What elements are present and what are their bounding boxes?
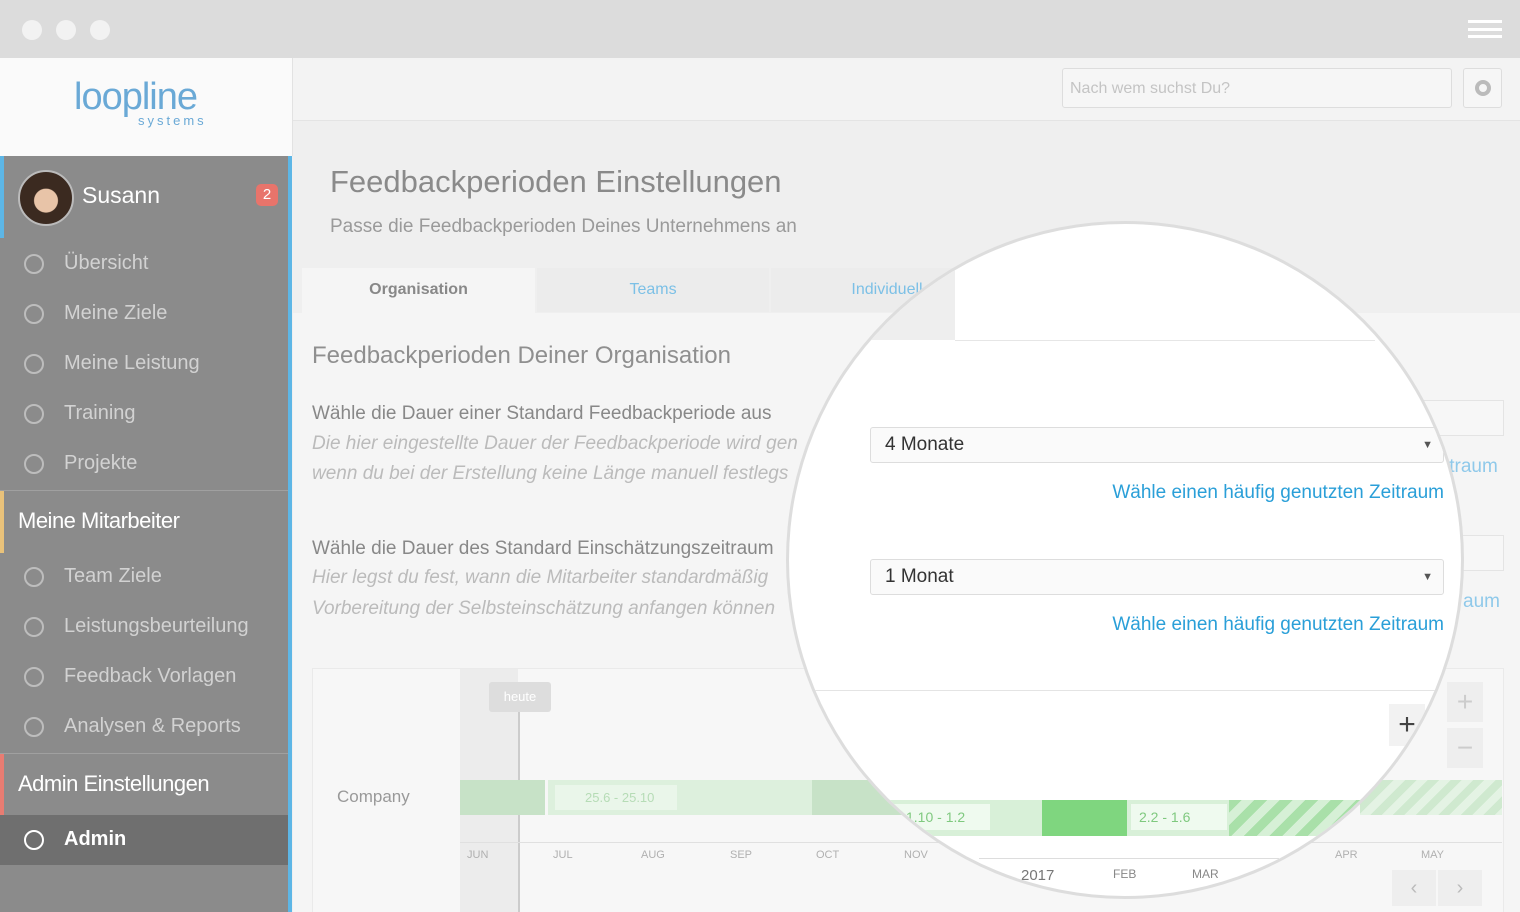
section-title: Feedbackperioden Deiner Organisation <box>312 342 731 369</box>
month-label: NOV <box>904 849 928 861</box>
month-label: AUG <box>641 849 665 861</box>
nav-icon <box>24 667 44 687</box>
nav-icon <box>24 254 44 274</box>
nav-item[interactable]: Meine Ziele <box>64 302 168 324</box>
period <box>1229 800 1461 836</box>
search-input[interactable]: Nach wem suchst Du? <box>1062 68 1452 108</box>
field-label: Wähle die Dauer des Standard Einschätzun… <box>312 538 774 559</box>
window-dot[interactable] <box>22 20 42 40</box>
field-description: Die hier eingestellte Dauer der Feedback… <box>312 433 798 454</box>
nav-item[interactable]: Training <box>64 402 136 424</box>
zoom-in[interactable]: + <box>1447 682 1483 722</box>
select-value: 1 Monat <box>885 566 954 587</box>
month-label: APR <box>1335 849 1358 861</box>
page-title: Feedbackperioden Einstellungen <box>330 164 782 199</box>
period-label: 1.10 - 1.2 <box>894 804 990 830</box>
window-dot[interactable] <box>56 20 76 40</box>
zoom-out[interactable]: − <box>1447 728 1483 768</box>
accent <box>0 491 4 553</box>
duration-select[interactable]: 1 Monat ▼ <box>870 559 1444 595</box>
nav-icon <box>24 717 44 737</box>
nav-icon <box>24 617 44 637</box>
period-label: 25.6 - 25.10 <box>555 785 677 810</box>
link[interactable]: Wähle einen häufig genutzten Zeitraum <box>1112 482 1444 503</box>
nav-item[interactable]: Admin <box>64 828 127 850</box>
tab[interactable]: Teams <box>537 268 769 312</box>
row-label: Company <box>337 787 410 806</box>
month-label: OCT <box>816 849 840 861</box>
duration-select[interactable]: 4 Monate ▼ <box>870 427 1444 463</box>
tab[interactable]: Organisation <box>302 268 535 314</box>
accent <box>0 754 4 815</box>
nav-item[interactable]: Analysen & Reports <box>64 715 241 737</box>
accent <box>0 156 4 238</box>
nav-icon <box>24 304 44 324</box>
field-label: Wähle die Dauer einer Standard Feedbackp… <box>312 403 772 424</box>
nav-icon <box>24 404 44 424</box>
menu-icon[interactable] <box>1468 20 1502 38</box>
today-label: heute <box>489 682 551 712</box>
tab-border <box>955 340 1375 341</box>
zoom-in[interactable]: + <box>1389 704 1425 746</box>
nav-icon <box>24 454 44 474</box>
window-dot[interactable] <box>90 20 110 40</box>
period-label: 2.2 - 1.6 <box>1131 804 1227 830</box>
nav-item[interactable]: Projekte <box>64 452 138 474</box>
user-name[interactable]: Susann <box>82 182 161 208</box>
nav-item[interactable]: Leistungsbeurteilung <box>64 615 249 637</box>
nav-icon <box>24 354 44 374</box>
period <box>1042 800 1127 836</box>
logo-tagline: systems <box>138 113 207 128</box>
nav-icon <box>24 567 44 587</box>
divider <box>789 690 1461 691</box>
logo[interactable]: loopline <box>74 76 198 118</box>
month-label: JUN <box>467 849 489 861</box>
axis <box>979 858 1279 859</box>
month-label: SEP <box>730 849 753 861</box>
field-description: Hier legst du fest, wann die Mitarbeiter… <box>312 567 769 588</box>
link-fragment[interactable]: aum <box>1463 591 1500 612</box>
nav-icon <box>24 830 44 850</box>
nav-item[interactable]: Meine Leistung <box>64 352 200 374</box>
page-subtitle: Passe die Feedbackperioden Deines Untern… <box>330 216 797 237</box>
avatar[interactable] <box>18 170 74 226</box>
month-label: MAY <box>1421 849 1445 861</box>
logo-area <box>0 58 293 156</box>
field-description: wenn du bei der Erstellung keine Länge m… <box>312 463 789 484</box>
month-label: JUL <box>553 849 573 861</box>
field-description: Vorbereitung der Selbsteinschätzung anfa… <box>312 598 776 619</box>
link[interactable]: Wähle einen häufig genutzten Zeitraum <box>1112 614 1444 635</box>
month-label: MAR <box>1192 867 1219 881</box>
prev-button[interactable]: ‹ <box>1392 870 1436 906</box>
sidebar <box>0 156 292 912</box>
badge: 2 <box>256 184 278 206</box>
select-value: 4 Monate <box>885 434 965 455</box>
next-button[interactable]: › <box>1438 870 1482 906</box>
tab-fragment <box>870 224 955 340</box>
year-label: 2017 <box>1021 867 1055 884</box>
magnifier: 4 Monate ▼ Wähle einen häufig genutzten Z… <box>789 224 1461 896</box>
nav-item[interactable]: Übersicht <box>64 252 149 274</box>
nav-item[interactable]: Feedback Vorlagen <box>64 665 237 687</box>
nav-header[interactable]: Meine Mitarbeiter <box>18 508 180 533</box>
title-bar <box>0 0 1520 58</box>
month-label: FEB <box>1113 867 1137 881</box>
nav-active <box>0 815 288 865</box>
period <box>460 780 545 815</box>
link-fragment[interactable]: itraum <box>1445 456 1498 477</box>
settings-button[interactable] <box>1463 68 1502 108</box>
nav-item[interactable]: Team Ziele <box>64 565 162 587</box>
nav-header[interactable]: Admin Einstellungen <box>18 771 210 796</box>
divider <box>0 490 288 491</box>
divider <box>0 753 288 754</box>
